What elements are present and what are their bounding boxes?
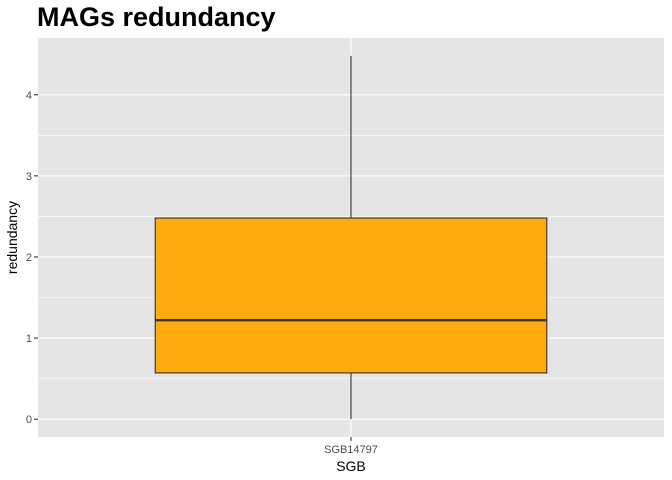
y-tick-label: 1 — [26, 333, 32, 345]
y-axis-title: redundancy — [4, 201, 20, 274]
y-tick-label: 4 — [26, 90, 32, 102]
y-tick-label: 2 — [26, 252, 32, 264]
x-axis-ticks: SGB14797 — [324, 437, 378, 456]
x-axis-title: SGB — [336, 458, 366, 474]
x-tick-label: SGB14797 — [324, 444, 378, 456]
y-tick-label: 0 — [26, 414, 32, 426]
y-tick-label: 3 — [26, 171, 32, 183]
y-axis-ticks: 0 1 2 3 4 — [26, 90, 38, 426]
iqr-box — [155, 218, 547, 373]
